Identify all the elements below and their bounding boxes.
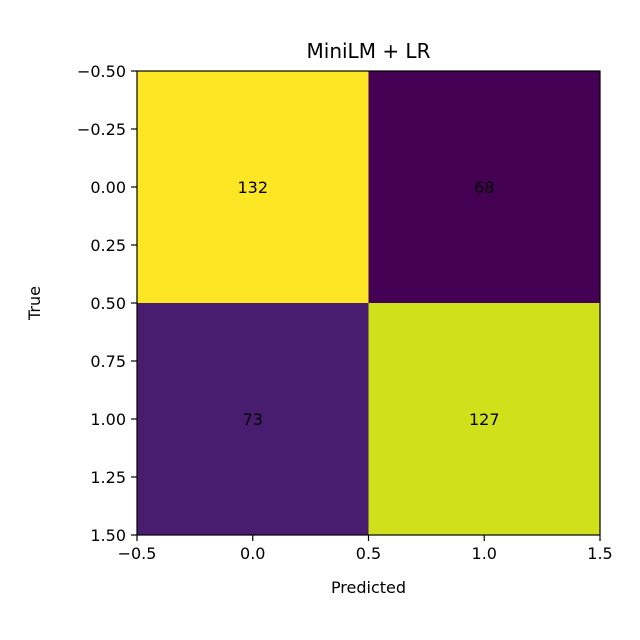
y-tick-label: −0.50 — [77, 62, 126, 81]
x-tick-label: 0.5 — [356, 544, 381, 563]
heatmap-cell-0-0 — [137, 71, 369, 303]
x-tick-label: 0.0 — [240, 544, 265, 563]
x-tick-label: 1.5 — [587, 544, 612, 563]
cell-value-labels: 132 68 73 127 — [237, 178, 499, 429]
cell-label-1-0: 73 — [243, 410, 263, 429]
y-tick-label: 0.75 — [90, 352, 126, 371]
y-tick-label: 1.25 — [90, 468, 126, 487]
y-tick-label: −0.25 — [77, 120, 126, 139]
x-axis-ticks: −0.5 0.0 0.5 1.0 1.5 — [118, 535, 613, 563]
y-axis-ticks: −0.50 −0.25 0.00 0.25 0.50 0.75 1.00 1.25 1.50 — [77, 62, 137, 545]
y-axis-label: True — [25, 286, 44, 321]
x-tick-label: 1.0 — [472, 544, 497, 563]
y-tick-label: 1.50 — [90, 526, 126, 545]
chart-title: MiniLM + LR — [307, 39, 431, 63]
cell-label-1-1: 127 — [469, 410, 500, 429]
heatmap-cells — [137, 71, 600, 535]
heatmap-cell-0-1 — [368, 71, 600, 303]
y-tick-label: 0.25 — [90, 236, 126, 255]
x-tick-label: −0.5 — [118, 544, 157, 563]
heatmap-cell-1-0 — [137, 303, 369, 535]
heatmap-cell-1-1 — [368, 303, 600, 535]
cell-label-0-1: 68 — [474, 178, 494, 197]
x-axis-label: Predicted — [331, 578, 406, 597]
cell-label-0-0: 132 — [237, 178, 268, 197]
y-tick-label: 0.00 — [90, 178, 126, 197]
y-tick-label: 1.00 — [90, 410, 126, 429]
y-tick-label: 0.50 — [90, 294, 126, 313]
